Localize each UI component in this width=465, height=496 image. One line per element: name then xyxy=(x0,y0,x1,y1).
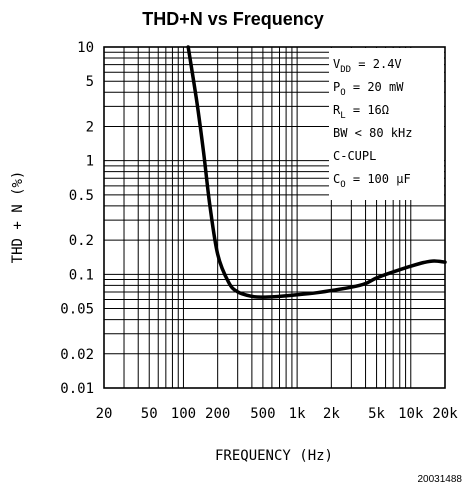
x-tick-labels: 20 50 100 200 500 1k 2k 5k 10k 20k xyxy=(96,406,459,422)
annotation-line: PO = 20 mW xyxy=(333,80,404,98)
x-axis-label: FREQUENCY (Hz) xyxy=(215,448,333,464)
annotation-line: C-CUPL xyxy=(333,149,376,163)
y-tick-label: 1 xyxy=(86,154,94,170)
annotation-background xyxy=(329,48,444,200)
x-tick-label: 20k xyxy=(432,406,458,422)
y-axis-label: THD + N (%) xyxy=(10,171,26,264)
annotation-line: BW < 80 kHz xyxy=(333,126,412,140)
y-tick-label: 0.1 xyxy=(69,267,94,283)
x-tick-label: 20 xyxy=(96,406,113,422)
y-tick-label: 0.05 xyxy=(60,302,94,318)
y-tick-label: 10 xyxy=(77,40,94,56)
annotation-line: CO = 100 μF xyxy=(333,172,411,190)
x-tick-label: 500 xyxy=(250,406,275,422)
y-tick-label: 0.02 xyxy=(60,347,94,363)
thd-series-line xyxy=(186,45,447,299)
annotation-line: RL = 16Ω xyxy=(333,103,389,121)
x-tick-label: 100 xyxy=(171,406,196,422)
x-tick-label: 1k xyxy=(289,406,306,422)
y-tick-labels: 10 5 2 1 0.5 0.2 0.1 0.05 0.02 0.01 xyxy=(60,40,94,397)
chart-title: THD+N vs Frequency xyxy=(142,9,324,29)
x-tick-label: 50 xyxy=(141,406,158,422)
x-tick-label: 200 xyxy=(205,406,230,422)
annotation-line: VDD = 2.4V xyxy=(333,57,402,75)
y-tick-label: 5 xyxy=(86,74,94,90)
y-tick-label: 0.2 xyxy=(69,233,94,249)
figure-id: 20031488 xyxy=(418,474,463,485)
x-tick-label: 5k xyxy=(368,406,385,422)
annotation-box: VDD = 2.4V PO = 20 mW RL = 16Ω BW < 80 kHz C… xyxy=(329,48,444,200)
y-tick-label: 2 xyxy=(86,119,94,135)
x-tick-label: 10k xyxy=(398,406,424,422)
plot-frame xyxy=(103,46,446,389)
y-tick-label: 0.01 xyxy=(60,381,94,397)
x-tick-label: 2k xyxy=(323,406,340,422)
y-tick-label: 0.5 xyxy=(69,188,94,204)
